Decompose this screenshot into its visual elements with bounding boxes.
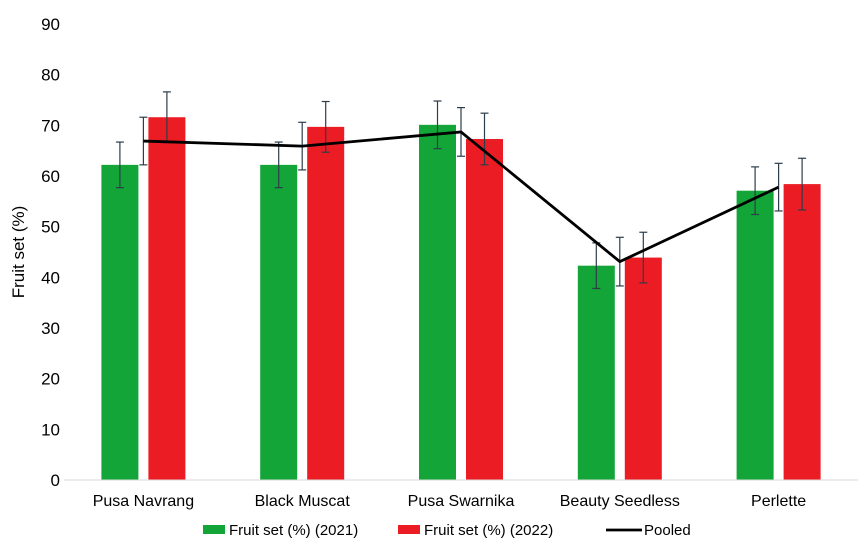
x-category-label: Beauty Seedless	[560, 493, 680, 510]
y-tick-label: 40	[41, 268, 60, 287]
legend-item: Fruit set (%) (2022)	[398, 522, 553, 539]
x-category-label: Pusa Swarnika	[408, 493, 515, 510]
pooled-line-layer	[143, 130, 780, 264]
x-category-label: Perlette	[751, 493, 806, 510]
legend-label: Pooled	[644, 522, 691, 539]
bar-2022	[783, 184, 821, 480]
error-bar	[798, 157, 807, 211]
legend: Fruit set (%) (2021) Fruit set (%) (2022)…	[203, 522, 691, 539]
error-bar	[639, 231, 648, 284]
x-category-label: Pusa Navrang	[93, 493, 194, 510]
y-tick-label: 10	[41, 420, 60, 439]
bar-2022	[466, 139, 503, 480]
bar-2021	[260, 164, 298, 480]
error-bar	[433, 100, 442, 150]
bar-2021	[419, 124, 456, 481]
y-tick-label: 30	[41, 319, 60, 338]
legend-swatch	[203, 525, 225, 534]
error-bar	[751, 166, 760, 216]
legend-item: Pooled	[606, 522, 691, 539]
error-bar	[274, 141, 283, 189]
y-axis-title: Fruit set (%)	[9, 206, 28, 299]
error-bar	[115, 141, 124, 189]
y-tick-label: 50	[41, 218, 60, 237]
legend-label: Fruit set (%) (2022)	[424, 522, 553, 539]
y-tick-label: 70	[41, 116, 60, 135]
bar-2022	[307, 126, 345, 480]
y-tick-label: 90	[41, 15, 60, 34]
y-tick-label: 20	[41, 370, 60, 389]
y-tick-label: 0	[51, 471, 60, 490]
error-bar	[480, 112, 489, 166]
bar-2021	[577, 265, 615, 480]
bar-2021	[101, 164, 139, 480]
bar-2022	[624, 257, 662, 480]
legend-swatch	[398, 525, 420, 534]
legend-item: Fruit set (%) (2021)	[203, 522, 358, 539]
y-tick-label: 60	[41, 167, 60, 186]
y-axis: 0 10 20 30 40 50 60 70 80 90	[41, 15, 60, 490]
bar-2022	[148, 117, 186, 480]
bars-layer	[101, 117, 821, 481]
legend-label: Fruit set (%) (2021)	[229, 522, 358, 539]
pooled-line	[143, 130, 780, 264]
x-category-label: Black Muscat	[255, 493, 351, 510]
bar-2021	[736, 190, 774, 480]
y-tick-label: 80	[41, 66, 60, 85]
error-bars-layer	[115, 91, 807, 290]
x-axis: Pusa Navrang Black Muscat Pusa Swarnika Bea…	[64, 479, 858, 510]
